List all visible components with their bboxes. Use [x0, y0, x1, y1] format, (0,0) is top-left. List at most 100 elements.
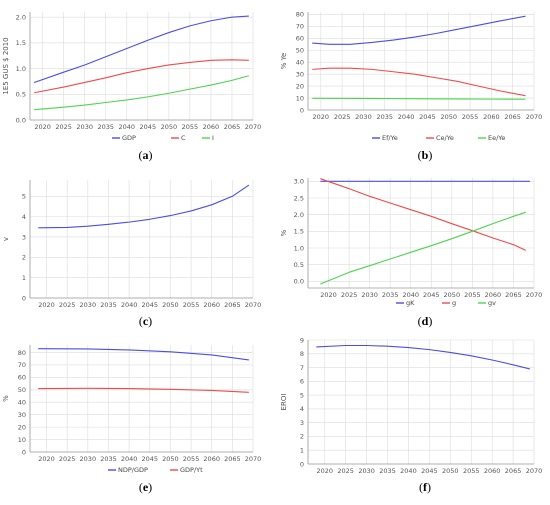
chart-panel-e: 2020 2025 2030 2035 2040 2045 2050 2055 2060 2065…	[2, 345, 261, 494]
x-tick-label: 2020	[38, 301, 55, 309]
y-tick-label: 5	[22, 193, 26, 201]
y-tick-label: 1.0	[16, 65, 26, 73]
panel-caption: (c)	[139, 314, 152, 328]
y-tick-label: 80	[296, 11, 304, 19]
x-tick-label: 2070	[245, 123, 262, 131]
legend-label: GDP/Yt	[180, 466, 203, 474]
y-tick-label: 2.0	[294, 211, 304, 219]
legend-label: gK	[406, 299, 415, 307]
legend-label: Ef/Ye	[382, 134, 398, 142]
x-tick-label: 2035	[376, 113, 393, 121]
series-line-ee-ye	[312, 97, 526, 100]
y-tick-label: 10	[18, 436, 26, 444]
x-tick-label: 2030	[361, 291, 378, 299]
x-tick-label: 2025	[59, 301, 76, 309]
y-tick-label: 1.5	[294, 228, 304, 236]
series-line-s0	[316, 344, 530, 370]
y-axis-label: %	[2, 395, 10, 402]
series-line-ndp-gdp	[38, 348, 249, 361]
y-tick-label: 9	[300, 336, 304, 344]
x-tick-label: 2065	[505, 291, 522, 299]
y-tick-label: 40	[18, 399, 26, 407]
x-tick-label: 2050	[440, 113, 457, 121]
series-line-c	[34, 59, 249, 94]
y-tick-label: 0.5	[16, 91, 26, 99]
x-tick-label: 2070	[245, 455, 262, 463]
x-tick-label: 2025	[59, 455, 76, 463]
y-tick-label: 2	[300, 433, 304, 441]
chart-panel-a: 2020 2025 2030 2035 2040 2045 2050 2055 2060 2065…	[2, 12, 261, 162]
legend-label: gv	[488, 299, 496, 307]
x-tick-label: 2060	[484, 467, 501, 475]
y-axis-label: EROI	[280, 394, 288, 411]
y-tick-label: 60	[18, 374, 26, 382]
x-tick-label: 2050	[442, 467, 459, 475]
legend-label: C	[181, 134, 186, 142]
y-axis-label: %	[280, 229, 288, 236]
x-tick-label: 2025	[341, 291, 358, 299]
x-tick-label: 2030	[80, 455, 97, 463]
y-tick-label: 3.0	[294, 178, 304, 186]
x-tick-label: 2025	[334, 113, 351, 121]
y-axis-label: v	[2, 237, 10, 241]
x-tick-label: 2040	[398, 113, 415, 121]
panel-caption: (b)	[418, 148, 433, 162]
y-tick-label: 0.5	[294, 261, 304, 269]
y-tick-label: 70	[18, 361, 26, 369]
legend-label: NDP/GDP	[118, 466, 148, 474]
x-tick-label: 2050	[162, 455, 179, 463]
y-tick-label: 1	[300, 447, 304, 455]
series-line-ce-ye	[312, 67, 526, 97]
x-tick-label: 2040	[400, 467, 417, 475]
x-tick-label: 2040	[402, 291, 419, 299]
x-tick-label: 2065	[505, 467, 522, 475]
x-tick-label: 2045	[421, 467, 438, 475]
x-tick-label: 2055	[183, 301, 200, 309]
x-tick-label: 2045	[141, 455, 158, 463]
x-tick-label: 2070	[526, 291, 543, 299]
x-tick-label: 2065	[224, 301, 241, 309]
y-axis-label: 1E5 GUS $ 2010	[2, 37, 10, 94]
x-tick-label: 2070	[245, 301, 262, 309]
y-tick-label: 0	[22, 448, 26, 456]
x-tick-label: 2045	[140, 123, 157, 131]
y-tick-label: 3	[300, 419, 304, 427]
y-tick-label: 0	[300, 106, 304, 114]
x-tick-label: 2050	[161, 123, 178, 131]
x-tick-label: 2020	[316, 467, 333, 475]
x-tick-label: 2045	[419, 113, 436, 121]
x-tick-label: 2060	[203, 455, 220, 463]
y-tick-label: 50	[296, 47, 304, 55]
legend-label: Ee/Ye	[488, 134, 505, 142]
y-tick-label: 0.0	[16, 116, 26, 124]
panel-caption: (a)	[139, 148, 153, 162]
y-axis-label: % Ye	[280, 53, 288, 70]
x-tick-label: 2030	[358, 467, 375, 475]
y-tick-label: 70	[296, 23, 304, 31]
legend-label: I	[212, 134, 214, 142]
x-tick-label: 2060	[485, 291, 502, 299]
y-tick-label: 1.5	[16, 39, 26, 47]
y-tick-label: 4	[22, 213, 26, 221]
series-line-gv	[320, 211, 526, 285]
y-tick-label: 20	[296, 82, 304, 90]
x-tick-label: 2070	[526, 467, 543, 475]
series-line-gdp-yt	[38, 387, 249, 393]
y-tick-label: 7	[300, 364, 304, 372]
y-tick-label: 1.0	[294, 244, 304, 252]
series-line-g	[320, 178, 527, 251]
y-tick-label: 6	[300, 378, 304, 386]
y-tick-label: 40	[296, 58, 304, 66]
x-tick-label: 2060	[203, 301, 220, 309]
x-tick-label: 2060	[203, 123, 220, 131]
y-tick-label: 0	[300, 460, 304, 468]
y-tick-label: 2.5	[294, 194, 304, 202]
y-tick-label: 2.0	[16, 13, 26, 21]
x-tick-label: 2020	[38, 455, 55, 463]
x-tick-label: 2055	[464, 291, 481, 299]
series-line-ef-ye	[312, 15, 526, 45]
legend-label: Ce/Ye	[436, 134, 454, 142]
y-tick-label: 0.0	[294, 278, 304, 286]
series-line-gdp	[34, 15, 249, 83]
